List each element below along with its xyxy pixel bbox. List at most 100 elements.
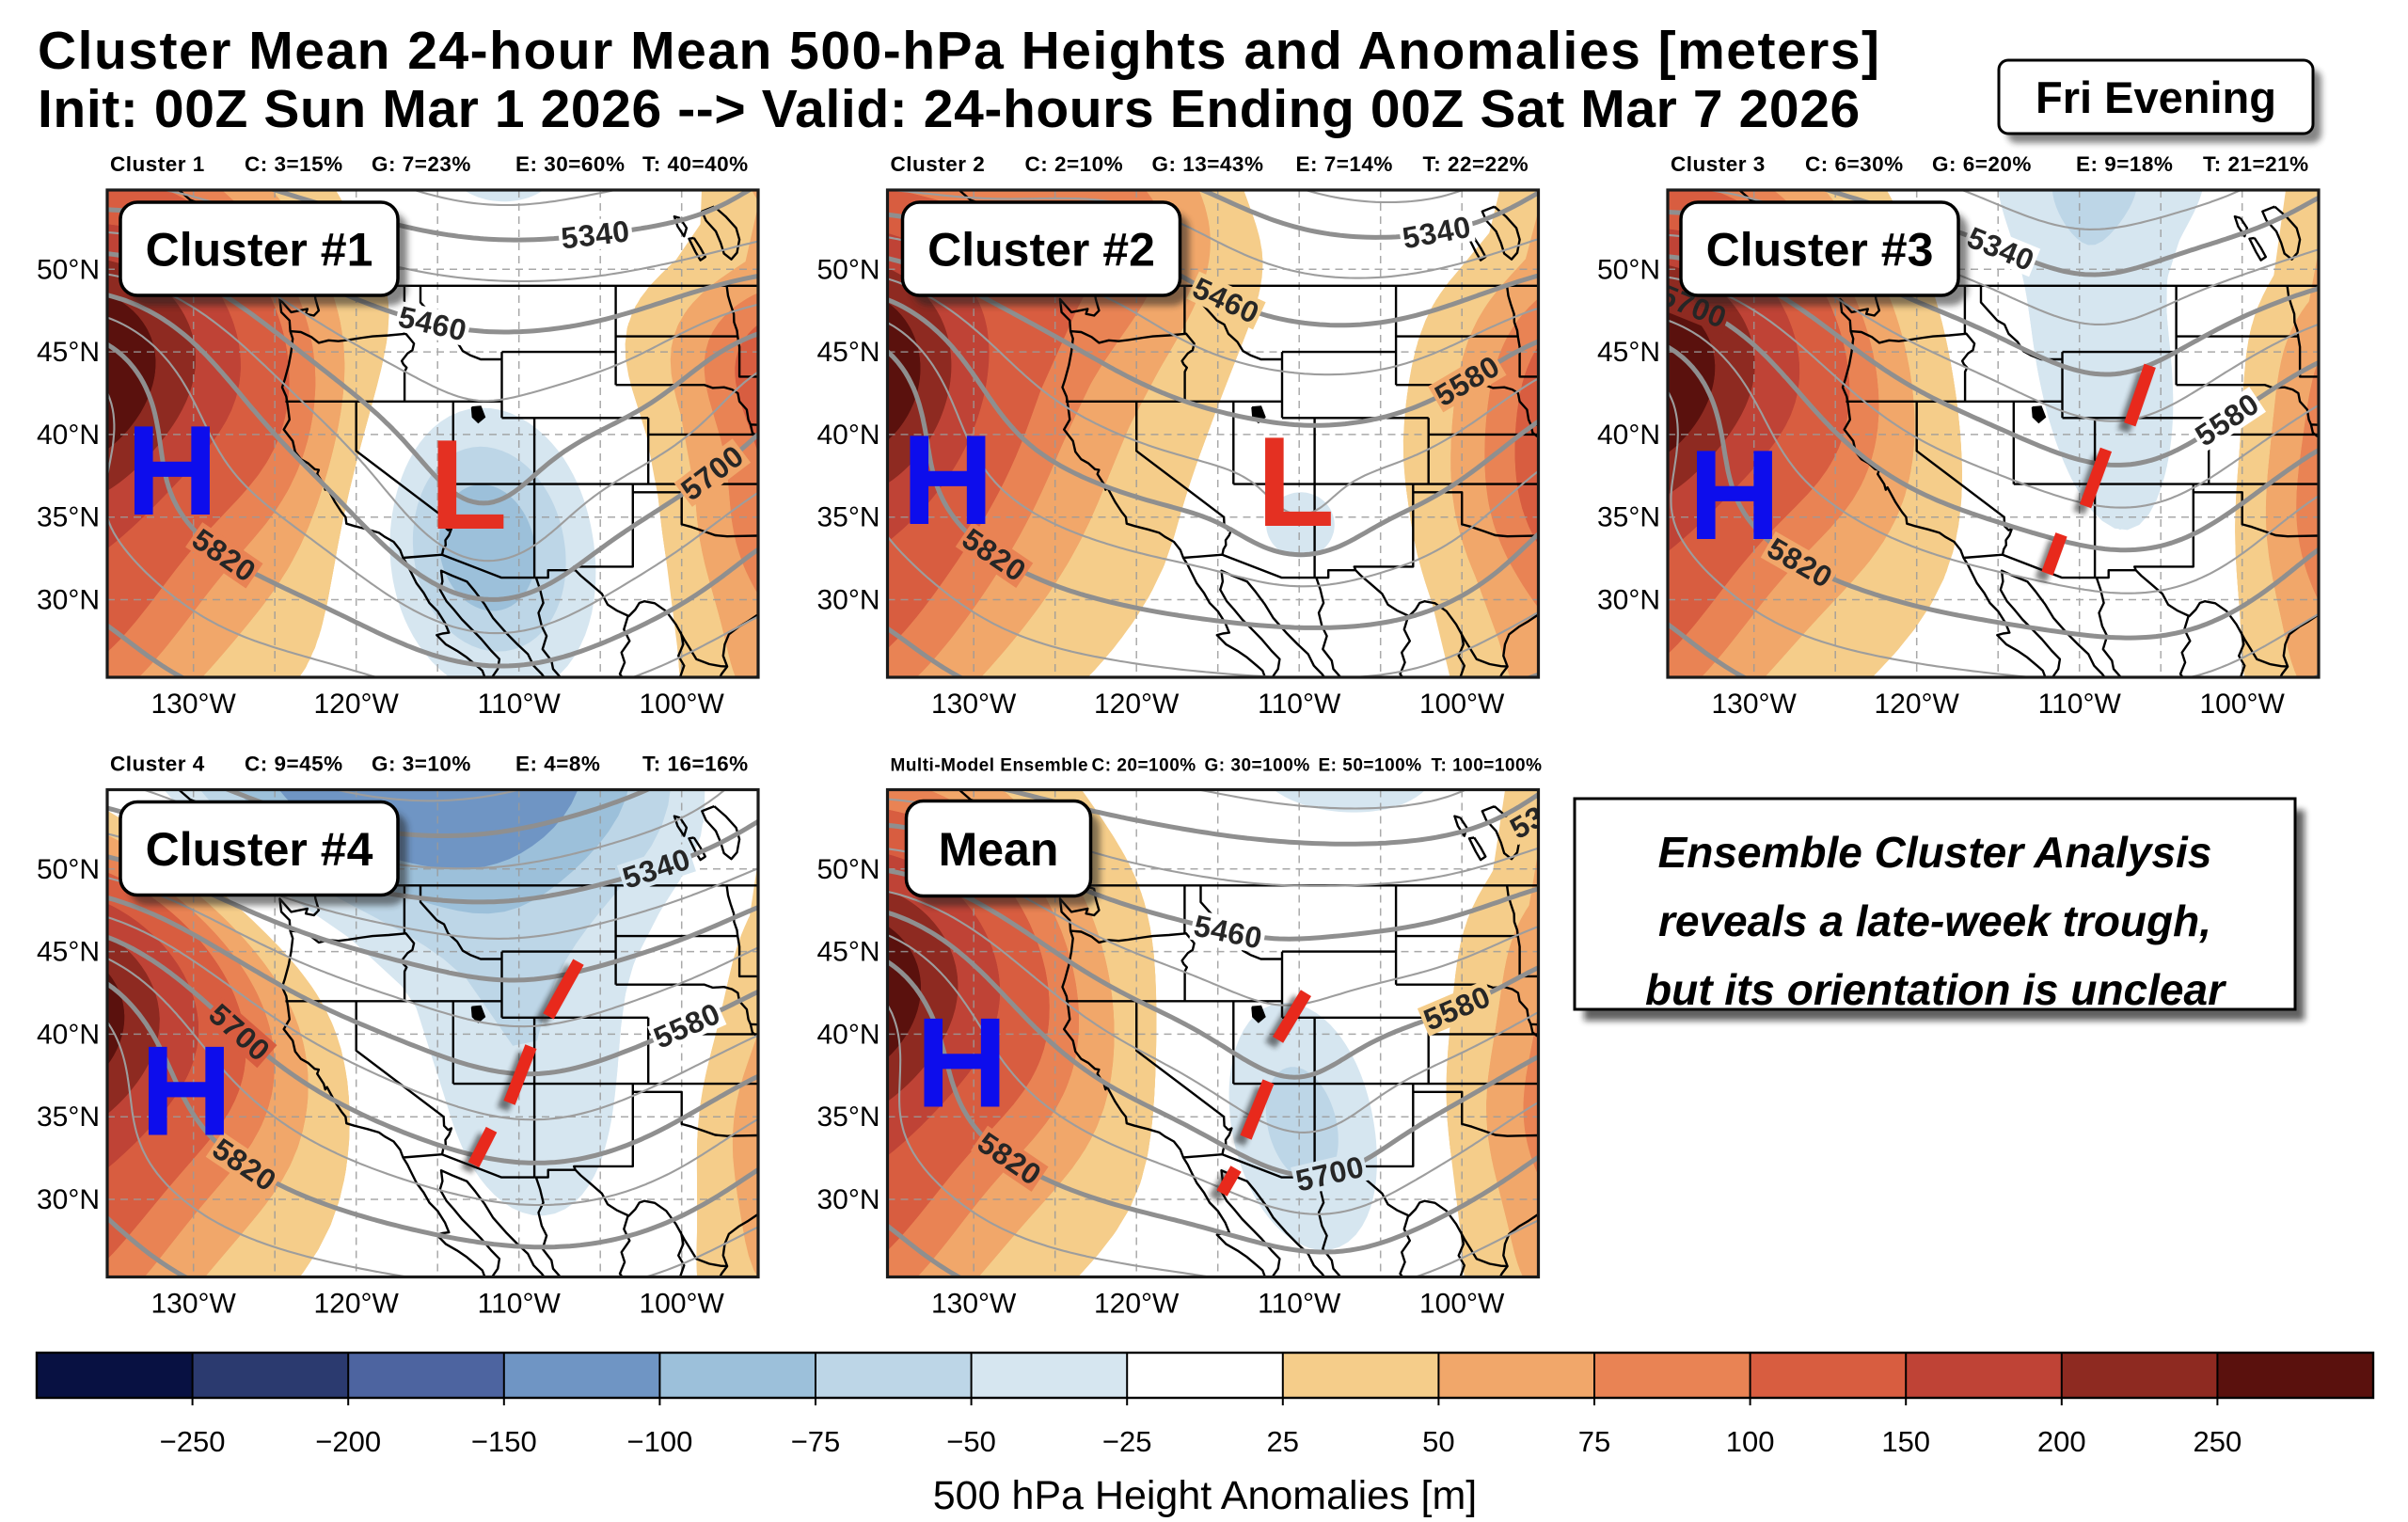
- svg-text:Fri Evening: Fri Evening: [2036, 72, 2276, 122]
- svg-text:E: 50=100%: E: 50=100%: [1319, 756, 1422, 776]
- svg-text:Cluster #4: Cluster #4: [146, 823, 373, 876]
- svg-text:Cluster #2: Cluster #2: [927, 224, 1155, 277]
- svg-text:120°W: 120°W: [1094, 689, 1180, 720]
- svg-text:30°N: 30°N: [37, 585, 100, 616]
- svg-text:T: 21=21%: T: 21=21%: [2203, 152, 2309, 176]
- svg-text:150: 150: [1881, 1425, 1930, 1458]
- svg-text:75: 75: [1578, 1425, 1610, 1458]
- svg-text:35°N: 35°N: [816, 1102, 879, 1133]
- svg-text:but its orientation is unclear: but its orientation is unclear: [1645, 965, 2226, 1014]
- svg-text:110°W: 110°W: [1258, 1289, 1341, 1320]
- svg-text:L: L: [1257, 410, 1335, 553]
- svg-text:30°N: 30°N: [1597, 585, 1660, 616]
- svg-text:30°N: 30°N: [37, 1184, 100, 1215]
- svg-text:35°N: 35°N: [1597, 502, 1660, 533]
- svg-text:E: 7=14%: E: 7=14%: [1296, 152, 1393, 176]
- svg-text:Cluster Mean 24-hour Mean 500-: Cluster Mean 24-hour Mean 500-hPa Height…: [38, 21, 1881, 81]
- svg-text:G: 30=100%: G: 30=100%: [1205, 756, 1310, 776]
- svg-text:100°W: 100°W: [2200, 689, 2286, 720]
- svg-text:110°W: 110°W: [478, 1289, 562, 1320]
- svg-text:250: 250: [2194, 1425, 2242, 1458]
- svg-text:200: 200: [2037, 1425, 2086, 1458]
- svg-text:reveals a late-week trough,: reveals a late-week trough,: [1658, 896, 2211, 945]
- svg-text:35°N: 35°N: [37, 1102, 100, 1133]
- svg-text:100°W: 100°W: [640, 1289, 725, 1320]
- svg-text:30°N: 30°N: [816, 1184, 879, 1215]
- svg-text:T: 16=16%: T: 16=16%: [642, 753, 749, 776]
- svg-text:G: 13=43%: G: 13=43%: [1152, 152, 1264, 176]
- svg-text:−25: −25: [1102, 1425, 1152, 1458]
- svg-text:50°N: 50°N: [816, 854, 879, 885]
- svg-text:−150: −150: [471, 1425, 537, 1458]
- svg-text:H: H: [140, 1020, 232, 1163]
- svg-text:E: 30=60%: E: 30=60%: [515, 152, 625, 176]
- svg-text:130°W: 130°W: [931, 1289, 1017, 1320]
- svg-text:110°W: 110°W: [1258, 689, 1341, 720]
- svg-text:500 hPa Height Anomalies [m]: 500 hPa Height Anomalies [m]: [933, 1473, 1477, 1517]
- svg-text:35°N: 35°N: [37, 502, 100, 533]
- svg-text:E: 9=18%: E: 9=18%: [2076, 152, 2173, 176]
- svg-text:Cluster 4: Cluster 4: [110, 753, 205, 776]
- svg-text:T: 22=22%: T: 22=22%: [1423, 152, 1529, 176]
- svg-text:45°N: 45°N: [816, 937, 879, 968]
- svg-text:Cluster #3: Cluster #3: [1706, 224, 1934, 277]
- svg-text:C: 6=30%: C: 6=30%: [1805, 152, 1904, 176]
- svg-text:40°N: 40°N: [1597, 420, 1660, 451]
- svg-text:Multi-Model Ensemble: Multi-Model Ensemble: [891, 756, 1089, 776]
- svg-text:50°N: 50°N: [816, 254, 879, 285]
- svg-text:35°N: 35°N: [816, 502, 879, 533]
- svg-text:C: 9=45%: C: 9=45%: [245, 753, 343, 776]
- svg-text:120°W: 120°W: [1094, 1289, 1180, 1320]
- svg-text:C: 2=10%: C: 2=10%: [1025, 152, 1124, 176]
- svg-text:100°W: 100°W: [1419, 689, 1505, 720]
- svg-text:100: 100: [1726, 1425, 1775, 1458]
- svg-text:50°N: 50°N: [37, 254, 100, 285]
- svg-text:50°N: 50°N: [1597, 254, 1660, 285]
- svg-text:G: 7=23%: G: 7=23%: [372, 152, 471, 176]
- svg-text:H: H: [1688, 423, 1781, 566]
- svg-text:130°W: 130°W: [931, 689, 1017, 720]
- svg-text:C: 3=15%: C: 3=15%: [245, 152, 343, 176]
- svg-text:L: L: [429, 413, 507, 556]
- svg-text:Cluster 3: Cluster 3: [1671, 152, 1766, 176]
- svg-text:45°N: 45°N: [816, 337, 879, 368]
- svg-text:110°W: 110°W: [2038, 689, 2122, 720]
- svg-text:Init: 00Z Sun Mar 1 2026 --> V: Init: 00Z Sun Mar 1 2026 --> Valid: 24-h…: [38, 79, 1861, 139]
- svg-text:40°N: 40°N: [37, 1019, 100, 1050]
- svg-text:G: 3=10%: G: 3=10%: [372, 753, 471, 776]
- svg-text:−100: −100: [626, 1425, 692, 1458]
- svg-text:Cluster 1: Cluster 1: [110, 152, 205, 176]
- svg-text:Cluster #1: Cluster #1: [146, 224, 373, 277]
- svg-text:−50: −50: [946, 1425, 996, 1458]
- svg-text:120°W: 120°W: [1875, 689, 1960, 720]
- svg-text:40°N: 40°N: [816, 420, 879, 451]
- svg-text:G: 6=20%: G: 6=20%: [1932, 152, 2032, 176]
- svg-text:30°N: 30°N: [816, 585, 879, 616]
- svg-text:40°N: 40°N: [816, 1019, 879, 1050]
- svg-text:T: 100=100%: T: 100=100%: [1432, 756, 1543, 776]
- svg-text:H: H: [126, 399, 218, 542]
- svg-text:130°W: 130°W: [151, 689, 237, 720]
- svg-text:C: 20=100%: C: 20=100%: [1092, 756, 1196, 776]
- svg-text:Ensemble Cluster Analysis: Ensemble Cluster Analysis: [1658, 828, 2212, 877]
- svg-text:45°N: 45°N: [37, 337, 100, 368]
- svg-text:E: 4=8%: E: 4=8%: [515, 753, 600, 776]
- svg-text:45°N: 45°N: [1597, 337, 1660, 368]
- svg-text:H: H: [901, 408, 993, 551]
- svg-text:110°W: 110°W: [478, 689, 562, 720]
- svg-text:40°N: 40°N: [37, 420, 100, 451]
- svg-text:−250: −250: [160, 1425, 226, 1458]
- svg-text:T: 40=40%: T: 40=40%: [642, 152, 749, 176]
- svg-text:−75: −75: [791, 1425, 841, 1458]
- svg-text:50: 50: [1422, 1425, 1454, 1458]
- svg-text:100°W: 100°W: [640, 689, 725, 720]
- svg-text:100°W: 100°W: [1419, 1289, 1505, 1320]
- svg-text:5340: 5340: [560, 214, 632, 255]
- svg-text:H: H: [915, 991, 1007, 1134]
- svg-text:120°W: 120°W: [314, 1289, 400, 1320]
- svg-text:25: 25: [1267, 1425, 1299, 1458]
- svg-text:50°N: 50°N: [37, 854, 100, 885]
- svg-text:45°N: 45°N: [37, 937, 100, 968]
- svg-text:120°W: 120°W: [314, 689, 400, 720]
- svg-text:Mean: Mean: [939, 823, 1059, 876]
